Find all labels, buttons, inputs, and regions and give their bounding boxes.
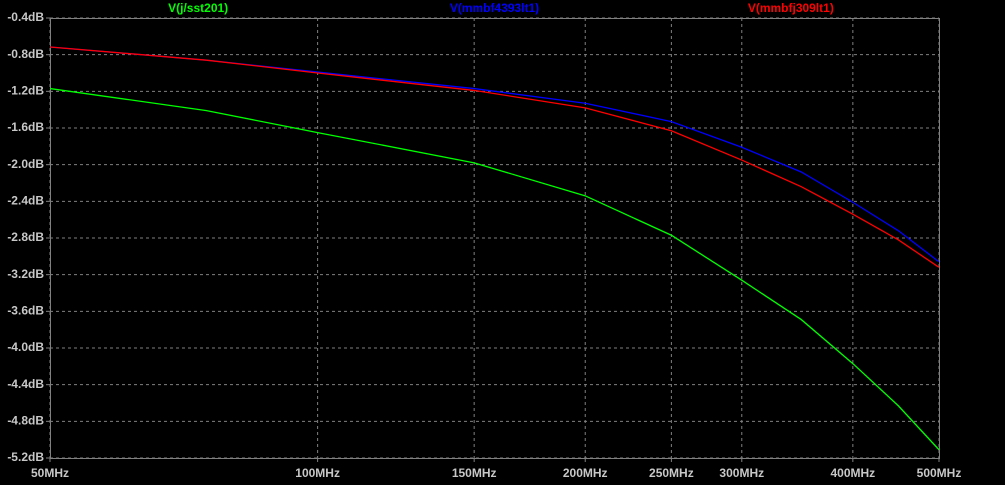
- y-tick-label: -1.2dB: [7, 84, 44, 98]
- x-tick-label: 50MHz: [31, 466, 69, 480]
- x-tick-label: 150MHz: [452, 466, 497, 480]
- series-line: [49, 87, 940, 451]
- legend-label: V(mmbfj309lt1): [748, 1, 834, 15]
- y-tick-label: -4.8dB: [7, 414, 44, 428]
- y-tick-label: -4.0dB: [7, 340, 44, 354]
- y-tick-label: -4.4dB: [7, 377, 44, 391]
- y-tick-label: -3.6dB: [7, 304, 44, 318]
- legend-label: V(mmbf4393lt1): [450, 1, 539, 15]
- y-tick-label: -1.6dB: [7, 120, 44, 134]
- x-tick-label: 400MHz: [831, 466, 876, 480]
- x-tick-label: 250MHz: [649, 466, 694, 480]
- y-tick-label: -2.4dB: [7, 194, 44, 208]
- y-tick-label: -2.0dB: [7, 157, 44, 171]
- y-tick-label: -0.8dB: [7, 47, 44, 61]
- x-tick-label: 100MHz: [295, 466, 340, 480]
- x-tick-label: 500MHz: [917, 466, 962, 480]
- legend-label: V(j/sst201): [168, 1, 228, 15]
- y-tick-label: -5.2dB: [7, 450, 44, 464]
- x-tick-label: 300MHz: [719, 466, 764, 480]
- series-line: [49, 46, 940, 268]
- series-line: [49, 46, 940, 263]
- x-tick-label: 200MHz: [563, 466, 608, 480]
- y-tick-label: -0.4dB: [7, 10, 44, 24]
- y-tick-label: -2.8dB: [7, 230, 44, 244]
- y-tick-label: -3.2dB: [7, 267, 44, 281]
